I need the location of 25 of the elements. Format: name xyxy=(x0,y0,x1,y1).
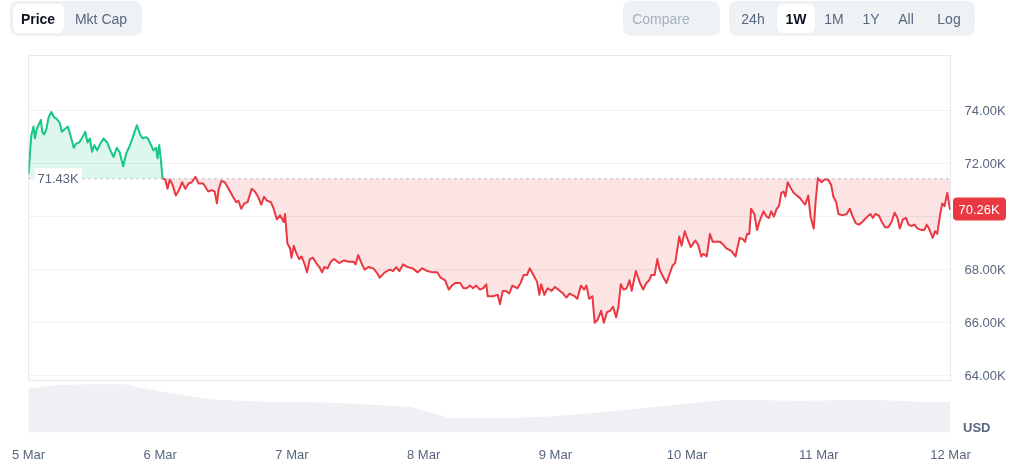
text: Log xyxy=(937,10,961,27)
text: All xyxy=(898,10,914,27)
x-tick-label: 7 Mar xyxy=(275,446,310,462)
x-tick-label: 9 Mar xyxy=(538,446,573,462)
y-tick-label: 68.00K xyxy=(964,262,1007,278)
annotation: 70.26K xyxy=(952,197,1006,221)
x-tick-label: 11 Mar xyxy=(799,446,840,462)
x-tick-label: 6 Mar xyxy=(143,446,178,462)
y-tick-label: 72.00K xyxy=(964,156,1007,172)
y-tick-label: 66.00K xyxy=(964,315,1007,331)
text: 1W xyxy=(785,10,807,27)
y-tick-label: 64.00K xyxy=(964,368,1007,384)
x-tick-label: 10 Mar xyxy=(666,446,708,462)
x-tick-label: 12 Mar xyxy=(930,446,972,462)
text: Price xyxy=(20,10,56,27)
text: 1M xyxy=(824,10,844,27)
text: 1Y xyxy=(862,10,880,27)
ref-line-label: 71.43K xyxy=(37,171,80,187)
text: Mkt Cap xyxy=(74,10,128,27)
x-tick-label: 8 Mar xyxy=(407,446,441,462)
y-axis-title: USD xyxy=(963,420,991,435)
x-tick-label: 5 Mar xyxy=(11,446,46,462)
y-tick-label: 74.00K xyxy=(964,103,1007,119)
text: 24h xyxy=(741,10,765,27)
text: Compare xyxy=(632,10,690,27)
